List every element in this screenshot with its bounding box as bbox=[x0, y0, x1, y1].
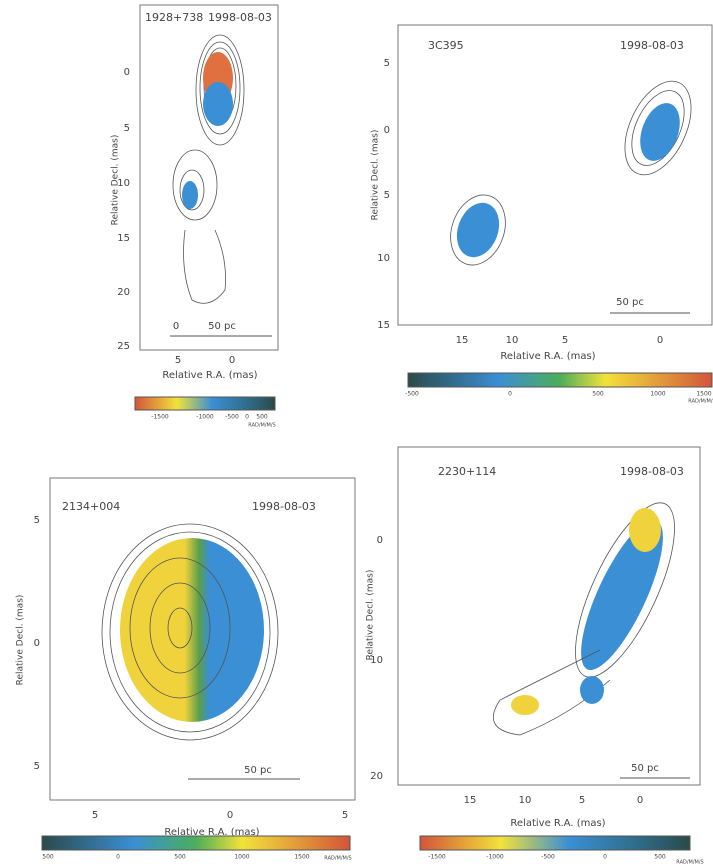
x-tick-label: 0 bbox=[227, 810, 233, 821]
rm-region bbox=[203, 82, 233, 126]
x-tick-label: 0 bbox=[657, 335, 663, 346]
x-axis-label: Relative R.A. (mas) bbox=[162, 370, 257, 381]
y-tick-label: 10 bbox=[117, 178, 130, 189]
colorbar bbox=[135, 397, 275, 410]
colorbar-unit: RAD/M/M/S bbox=[324, 856, 351, 862]
rm-region bbox=[633, 98, 687, 167]
y-tick-label: 10 bbox=[377, 253, 390, 264]
x-tick-label: 10 bbox=[506, 335, 519, 346]
rm-region bbox=[629, 508, 661, 552]
colorbar-tick-label: 1500 bbox=[696, 391, 711, 398]
colorbar-tick-label: 0 bbox=[508, 391, 512, 398]
rm-region bbox=[182, 181, 198, 209]
frame bbox=[398, 25, 712, 325]
rm-region bbox=[511, 695, 539, 715]
x-tick-label: 5 bbox=[562, 335, 568, 346]
y-tick-label: 15 bbox=[377, 320, 390, 331]
y-tick-label: 0 bbox=[384, 125, 390, 136]
x-tick-label: 0 bbox=[637, 795, 643, 806]
date: 1998-08-03 bbox=[620, 465, 684, 478]
colorbar-tick-label: -1500 bbox=[428, 854, 446, 861]
colorbar bbox=[408, 373, 712, 387]
source-name: 3C395 bbox=[428, 39, 464, 52]
scale-label: 50 pc bbox=[616, 297, 644, 308]
y-tick-label: 0 bbox=[124, 67, 130, 78]
colorbar-tick-label: 1000 bbox=[650, 391, 665, 398]
rm-region bbox=[566, 511, 679, 680]
y-tick-label: 5 bbox=[34, 761, 40, 772]
x-tick-label: 5 bbox=[579, 795, 585, 806]
y-tick-label: 10 bbox=[370, 655, 383, 666]
scale-label: 50 pc bbox=[208, 321, 236, 332]
colorbar-tick-label: 500 bbox=[42, 854, 54, 861]
x-tick-label: 0 bbox=[229, 355, 235, 366]
y-tick-label: 5 bbox=[384, 190, 390, 201]
y-axis-label: Relative Decl. (mas) bbox=[371, 130, 381, 221]
colorbar-tick-label: 0 bbox=[245, 414, 249, 421]
colorbar-unit: RAD/M/M/S bbox=[676, 860, 703, 866]
colorbar-unit: RAD/M/M/S bbox=[688, 399, 713, 405]
colorbar-tick-label: -500 bbox=[225, 414, 239, 421]
x-tick-label: 5 bbox=[342, 810, 348, 821]
colorbar-tick-label: -1500 bbox=[151, 414, 169, 421]
x-axis-label: Relative R.A. (mas) bbox=[500, 351, 595, 362]
frame bbox=[140, 5, 278, 350]
figure: 1928+738 1998-08-03 Relative R.A. (mas) Rel… bbox=[0, 0, 713, 867]
y-tick-label: 20 bbox=[117, 287, 130, 298]
scale-zero: 0 bbox=[173, 321, 179, 332]
y-axis-label: Relative Decl. (mas) bbox=[366, 570, 376, 661]
source-name: 2230+114 bbox=[438, 465, 496, 478]
colorbar-tick-label: -500 bbox=[541, 854, 555, 861]
y-axis-label: Relative Decl. (mas) bbox=[16, 595, 26, 686]
rm-region bbox=[450, 197, 507, 263]
colorbar bbox=[420, 836, 690, 850]
y-tick-label: 15 bbox=[117, 233, 130, 244]
colorbar bbox=[42, 836, 350, 850]
x-tick-label: 15 bbox=[464, 795, 477, 806]
colorbar-tick-label: 1500 bbox=[294, 854, 309, 861]
rm-region bbox=[580, 676, 604, 704]
colorbar-tick-label: 0 bbox=[603, 854, 607, 861]
x-tick-label: 5 bbox=[92, 810, 98, 821]
y-tick-label: 20 bbox=[370, 771, 383, 782]
y-tick-label: 5 bbox=[124, 123, 130, 134]
y-tick-label: 5 bbox=[384, 58, 390, 69]
scale-label: 50 pc bbox=[244, 765, 272, 776]
colorbar-tick-label: 500 bbox=[592, 391, 604, 398]
source-name: 1928+738 bbox=[145, 11, 203, 24]
y-tick-label: 5 bbox=[34, 515, 40, 526]
colorbar-unit: RAD/M/M/S bbox=[248, 423, 275, 429]
date: 1998-08-03 bbox=[208, 11, 272, 24]
colorbar-tick-label: -1000 bbox=[196, 414, 214, 421]
y-tick-label: 0 bbox=[34, 638, 40, 649]
source-name: 2134+004 bbox=[62, 500, 120, 513]
colorbar-tick-label: -1000 bbox=[486, 854, 504, 861]
colorbar-tick-label: -500 bbox=[405, 391, 419, 398]
colorbar-tick-label: 500 bbox=[256, 414, 268, 421]
y-tick-label: 0 bbox=[377, 535, 383, 546]
scale-label: 50 pc bbox=[631, 763, 659, 774]
x-axis-label: Relative R.A. (mas) bbox=[510, 818, 605, 829]
x-tick-label: 5 bbox=[175, 355, 181, 366]
x-tick-label: 15 bbox=[456, 335, 469, 346]
date: 1998-08-03 bbox=[620, 39, 684, 52]
y-tick-label: 25 bbox=[117, 341, 130, 352]
x-axis-label: Relative R.A. (mas) bbox=[164, 827, 259, 838]
colorbar-tick-label: 500 bbox=[654, 854, 666, 861]
colorbar-tick-label: 0 bbox=[116, 854, 120, 861]
frame bbox=[398, 447, 700, 785]
colorbar-tick-label: 1000 bbox=[234, 854, 249, 861]
date: 1998-08-03 bbox=[252, 500, 316, 513]
x-tick-label: 10 bbox=[519, 795, 532, 806]
contour bbox=[184, 230, 226, 303]
colorbar-tick-label: 500 bbox=[174, 854, 186, 861]
